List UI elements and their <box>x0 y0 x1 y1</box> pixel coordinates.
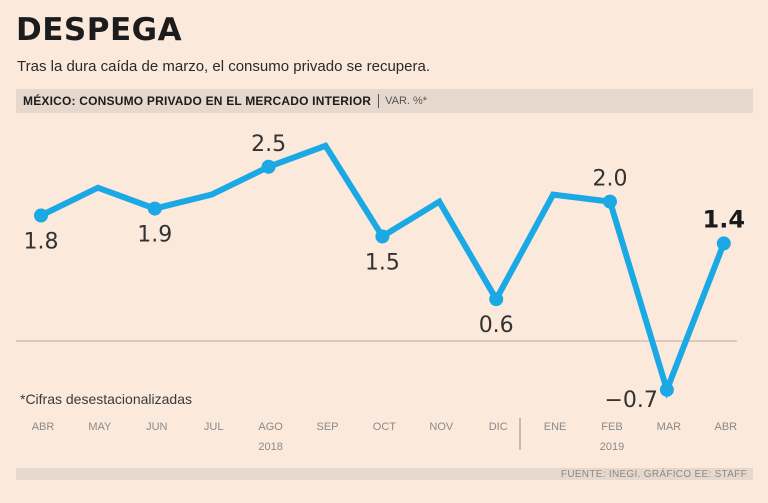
data-point-10 <box>603 194 617 209</box>
data-point-0 <box>34 208 48 223</box>
x-tick-label-8: DIC <box>489 421 508 433</box>
data-label-11: −0.7 <box>604 388 657 413</box>
year-label-0: 2018 <box>258 441 282 453</box>
chart-unit-label: VAR. %* <box>385 95 428 107</box>
data-label-12: 1.4 <box>703 205 746 233</box>
x-tick-label-11: MAR <box>657 421 682 433</box>
data-point-8 <box>489 292 504 307</box>
x-tick-label-0: ABR <box>32 421 55 433</box>
year-label-1: 2019 <box>600 441 624 453</box>
x-tick-label-5: SEP <box>316 421 338 433</box>
chart-header-label: MÉXICO: CONSUMO PRIVADO EN EL MERCADO IN… <box>23 94 372 108</box>
chart-title: DESPEGA <box>16 12 183 48</box>
data-label-2: 1.9 <box>137 223 172 248</box>
data-point-2 <box>147 201 162 216</box>
x-tick-label-4: AGO <box>258 421 283 433</box>
footer-bar: FUENTE: INEGI. GRÁFICO EE: STAFF <box>16 468 753 480</box>
x-tick-label-9: ENE <box>544 421 567 433</box>
header-divider <box>378 94 380 108</box>
data-label-6: 1.5 <box>365 250 400 275</box>
data-point-12 <box>716 236 731 251</box>
x-tick-label-2: JUN <box>146 421 167 433</box>
x-tick-label-3: JUL <box>204 421 224 433</box>
x-tick-label-10: FEB <box>601 421 622 433</box>
chart-header-bar: MÉXICO: CONSUMO PRIVADO EN EL MERCADO IN… <box>16 89 753 113</box>
footnote-text: *Cifras desestacionalizadas <box>20 391 192 407</box>
data-label-4: 2.5 <box>251 132 286 157</box>
x-tick-label-1: MAY <box>88 421 112 433</box>
data-point-6 <box>375 229 390 244</box>
data-label-0: 1.8 <box>24 230 59 255</box>
source-text: FUENTE: INEGI. GRÁFICO EE: STAFF <box>560 468 747 480</box>
x-tick-label-12: ABR <box>714 421 737 433</box>
x-tick-label-7: NOV <box>429 421 454 433</box>
data-point-11 <box>659 382 674 397</box>
data-label-10: 2.0 <box>593 167 628 192</box>
data-label-8: 0.6 <box>479 313 514 338</box>
x-tick-label-6: OCT <box>373 421 397 433</box>
chart-subtitle: Tras la dura caída de marzo, el consumo … <box>17 58 430 75</box>
data-point-4 <box>261 159 276 174</box>
